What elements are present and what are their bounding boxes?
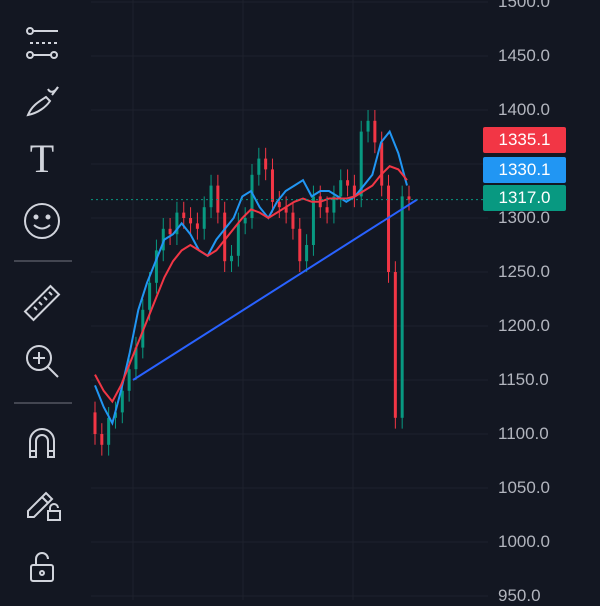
text-tool-label: T: [29, 136, 55, 181]
candle: [216, 174, 220, 224]
price-tick-label: 1300.0: [498, 208, 550, 227]
candle: [270, 158, 274, 213]
candle: [134, 336, 138, 380]
lock-drawing-icon[interactable]: [14, 478, 70, 528]
candle: [298, 218, 302, 272]
candle: [332, 185, 336, 224]
candle: [209, 174, 213, 218]
candle: [284, 196, 288, 224]
price-tick-label: 1150.0: [498, 370, 549, 389]
candle: [195, 212, 199, 240]
candle: [230, 245, 234, 272]
candle: [100, 423, 104, 456]
magnet-icon[interactable]: [14, 418, 70, 468]
candle: [325, 196, 329, 224]
price-tick-label: 1400.0: [498, 100, 550, 119]
candle: [366, 110, 370, 143]
lock-icon[interactable]: [14, 540, 70, 590]
chart-pane[interactable]: [91, 0, 488, 600]
candle: [277, 191, 281, 218]
price-tick-label: 1000.0: [498, 532, 550, 551]
candle: [257, 147, 261, 186]
candle: [393, 261, 397, 429]
candle: [339, 169, 343, 208]
price-tick-label: 1050.0: [498, 478, 550, 497]
price-tick-label: 1450.0: [498, 46, 550, 65]
candle: [311, 185, 315, 256]
ma-slow-line: [94, 164, 408, 404]
candle: [407, 185, 411, 211]
text-tool-icon[interactable]: T: [14, 134, 70, 184]
price-axis[interactable]: 1500.01450.01400.01350.01300.01250.01200…: [488, 0, 600, 605]
candle: [182, 201, 186, 229]
trend-lines-icon[interactable]: [14, 18, 70, 68]
candle: [250, 164, 254, 229]
candle: [175, 201, 179, 245]
candle: [168, 218, 172, 245]
candle: [291, 201, 295, 240]
candle: [305, 234, 309, 272]
candle: [387, 174, 391, 283]
candle: [223, 201, 227, 272]
price-tick-label: 1250.0: [498, 262, 550, 281]
candle: [352, 174, 356, 208]
candle: [264, 147, 268, 181]
candle: [189, 207, 193, 235]
brush-icon[interactable]: [14, 76, 70, 126]
price-tick-label: 1100.0: [498, 424, 549, 443]
ma-fast-price-label: 1330.1: [483, 157, 566, 183]
candle: [243, 207, 247, 235]
price-tick-label: 1200.0: [498, 316, 550, 335]
zoom-in-icon[interactable]: [14, 336, 70, 386]
price-tick-label: 1500.0: [498, 0, 550, 11]
toolbar-divider: [14, 402, 72, 404]
price-tick-label: 950.0: [498, 586, 541, 605]
drawing-toolbar: T: [0, 0, 84, 600]
candle: [202, 196, 206, 240]
ma-slow-price-label: 1335.1: [483, 127, 566, 153]
candle: [93, 401, 97, 445]
trend-line[interactable]: [132, 198, 418, 381]
last-price-label: 1317.0: [483, 185, 566, 211]
emoji-icon[interactable]: [14, 196, 70, 246]
candle: [346, 169, 350, 197]
ruler-icon[interactable]: [14, 278, 70, 328]
candle: [154, 239, 158, 294]
price-chart[interactable]: [91, 0, 488, 600]
candle: [400, 185, 404, 429]
candle: [373, 110, 377, 154]
toolbar-divider: [14, 260, 72, 262]
